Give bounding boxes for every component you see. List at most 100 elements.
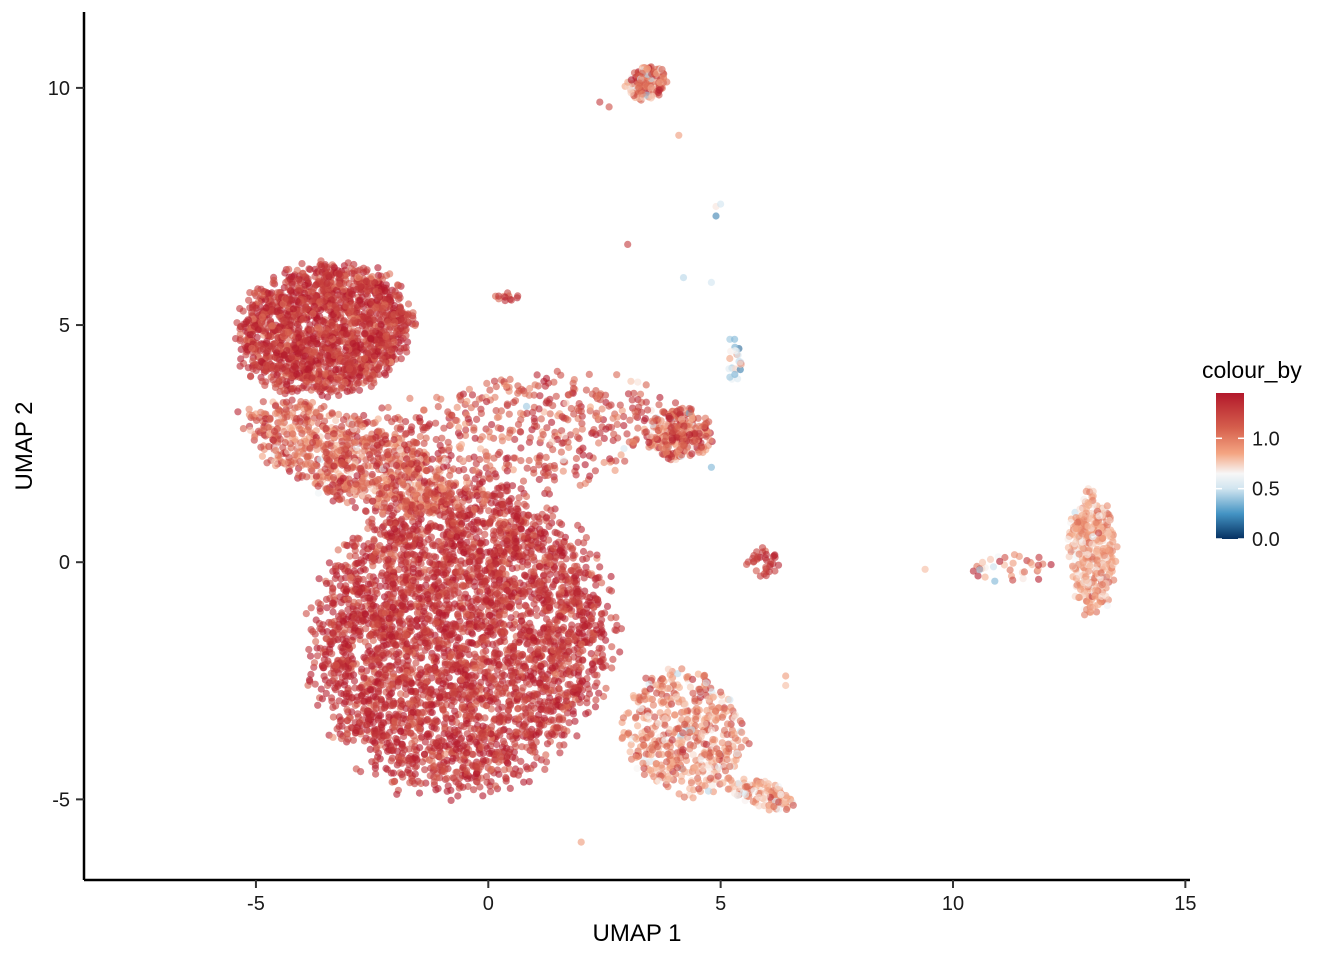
data-point [307, 670, 315, 679]
data-point [545, 536, 553, 544]
data-point [542, 751, 550, 759]
data-point [320, 672, 328, 680]
data-point [540, 528, 549, 537]
data-point [543, 740, 552, 748]
data-point [427, 533, 435, 541]
data-point [607, 572, 615, 581]
data-point [250, 289, 258, 297]
data-point [403, 348, 411, 356]
data-point [515, 602, 524, 610]
data-point [355, 273, 364, 281]
data-point [366, 320, 374, 328]
data-point [356, 266, 364, 274]
data-point [365, 345, 373, 353]
data-point [398, 770, 406, 779]
data-point [520, 542, 528, 550]
data-point [379, 311, 387, 319]
data-point [366, 334, 375, 342]
data-point [564, 681, 572, 689]
data-point [364, 524, 372, 533]
data-point [261, 320, 269, 328]
data-point [565, 719, 573, 727]
data-point [430, 762, 438, 770]
data-point [355, 283, 364, 291]
data-point [551, 528, 559, 537]
data-point [498, 497, 506, 505]
data-point [459, 642, 467, 650]
data-point [393, 790, 401, 798]
data-point [608, 643, 616, 651]
data-point [374, 293, 382, 301]
data-point [262, 339, 271, 347]
data-point [506, 784, 514, 793]
data-point [546, 694, 554, 702]
data-point [491, 649, 499, 657]
data-point [489, 617, 497, 626]
data-point [375, 364, 383, 372]
data-point [265, 332, 273, 340]
data-point [307, 604, 315, 612]
data-point [393, 712, 401, 720]
data-point [453, 611, 462, 619]
data-point [271, 383, 280, 392]
data-point [328, 384, 336, 392]
data-point [372, 744, 381, 752]
data-point [521, 665, 529, 673]
data-point [311, 680, 319, 688]
data-point [246, 304, 254, 312]
data-point [450, 519, 458, 527]
data-point [379, 304, 387, 312]
data-point [313, 280, 321, 288]
data-point [271, 339, 279, 348]
data-point [372, 770, 380, 778]
data-point [237, 355, 245, 363]
data-point [408, 679, 416, 687]
data-point [472, 738, 480, 746]
data-point [319, 317, 327, 326]
data-point [350, 567, 358, 575]
data-point [400, 322, 408, 330]
data-point [376, 542, 384, 550]
data-point [298, 362, 306, 370]
data-point [298, 260, 306, 268]
data-point [347, 306, 355, 314]
data-point [439, 560, 448, 569]
data-point [430, 718, 438, 726]
data-point [530, 513, 538, 521]
data-point [309, 334, 317, 343]
data-point [335, 270, 343, 278]
data-point [362, 268, 370, 276]
data-point [479, 792, 487, 800]
data-point [352, 366, 360, 374]
data-point [446, 726, 454, 734]
data-point [236, 305, 244, 313]
data-point [349, 736, 357, 744]
data-point [314, 324, 322, 332]
data-point [309, 628, 317, 636]
data-point [444, 782, 452, 790]
data-point [302, 378, 310, 386]
data-point [301, 289, 309, 297]
data-point [411, 770, 419, 778]
data-point [593, 671, 601, 679]
data-point [556, 741, 564, 750]
data-point [404, 657, 412, 665]
data-point [602, 684, 610, 692]
data-point [341, 698, 349, 706]
data-point [382, 582, 390, 590]
data-point [319, 340, 327, 348]
data-point [541, 765, 549, 774]
data-point [402, 331, 410, 339]
data-point [350, 316, 358, 324]
data-point [586, 550, 594, 558]
data-point [270, 293, 278, 301]
data-point [314, 701, 322, 709]
data-point [365, 518, 373, 526]
data-point [366, 594, 374, 602]
data-point [495, 613, 503, 621]
data-point [335, 391, 343, 399]
data-point [313, 382, 321, 390]
data-point [327, 296, 335, 304]
data-point [382, 281, 390, 289]
data-point [566, 577, 574, 585]
